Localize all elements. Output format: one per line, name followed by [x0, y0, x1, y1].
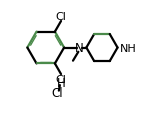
Text: NH: NH	[120, 43, 137, 53]
Text: Cl: Cl	[51, 86, 63, 99]
Text: Cl: Cl	[56, 74, 67, 84]
Text: Cl: Cl	[56, 12, 67, 22]
Text: N: N	[75, 42, 84, 55]
Text: H: H	[56, 76, 65, 89]
